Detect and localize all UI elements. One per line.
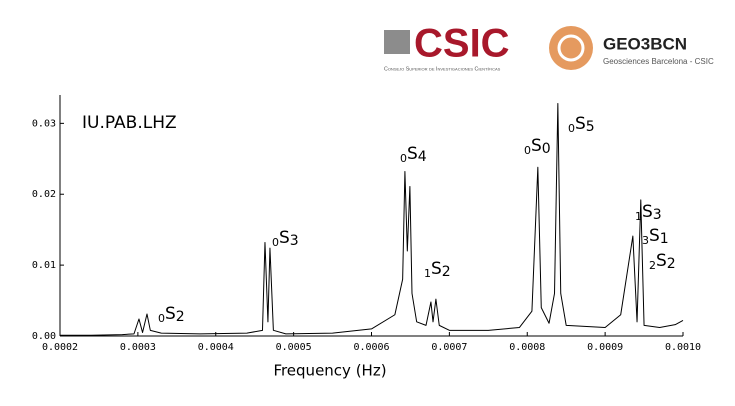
mode-name: S	[642, 202, 653, 222]
mode-label: 0S4	[400, 144, 427, 165]
mode-name: S	[279, 228, 290, 248]
csic-logo: CSIC	[414, 22, 510, 66]
mode-order: 0	[524, 144, 531, 157]
mode-degree: 4	[418, 149, 427, 165]
mode-label: 0S5	[568, 114, 595, 135]
x-tick-label: 0.0006	[353, 342, 389, 353]
mode-label: 1S3	[635, 202, 662, 223]
geo-logo: GEO3BCN	[603, 34, 687, 53]
geo-emblem	[549, 26, 593, 70]
mode-order: 1	[635, 210, 642, 223]
csic-emblem	[384, 30, 410, 54]
mode-order: 2	[649, 259, 656, 272]
mode-label: 0S3	[272, 228, 299, 249]
mode-name: S	[407, 144, 418, 164]
y-tick-label: 0.03	[32, 118, 56, 129]
mode-name: S	[531, 136, 542, 156]
mode-label: 0S0	[524, 136, 551, 157]
mode-name: S	[656, 251, 667, 271]
mode-degree: 3	[653, 207, 662, 223]
mode-order: 0	[158, 312, 165, 325]
y-tick-label: 0.01	[32, 260, 56, 271]
x-tick-label: 0.0003	[120, 342, 156, 353]
mode-order: 0	[400, 152, 407, 165]
csic-full: Consejo Superior de Investigaciones Cien…	[384, 66, 501, 72]
geo-emblem-ring	[557, 34, 585, 62]
mode-degree: 3	[290, 233, 299, 249]
x-axis-label: Frequency (Hz)	[273, 362, 386, 380]
mode-degree: 5	[586, 119, 595, 135]
mode-degree: 1	[660, 231, 669, 247]
y-tick-label: 0.00	[32, 331, 56, 342]
x-tick-label: 0.0008	[509, 342, 545, 353]
geo-full: Geosciences Barcelona - CSIC	[603, 57, 714, 66]
mode-degree: 2	[667, 256, 676, 272]
x-tick-label: 0.0005	[276, 342, 312, 353]
mode-name: S	[575, 114, 586, 134]
mode-degree: 2	[176, 309, 185, 325]
mode-order: 3	[642, 234, 649, 247]
mode-order: 1	[424, 267, 431, 280]
y-tick-label: 0.02	[32, 189, 56, 200]
mode-label: 1S2	[424, 259, 451, 280]
mode-name: S	[649, 226, 660, 246]
mode-label: 3S1	[642, 226, 669, 247]
x-tick-label: 0.0009	[587, 342, 623, 353]
x-tick-label: 0.0010	[665, 342, 701, 353]
mode-degree: 2	[442, 264, 451, 280]
chart-title: IU.PAB.LHZ	[82, 113, 177, 133]
mode-degree: 0	[542, 141, 551, 157]
mode-order: 0	[272, 236, 279, 249]
x-tick-label: 0.0004	[198, 342, 234, 353]
x-tick-label: 0.0002	[42, 342, 78, 353]
spectrum-line	[60, 103, 684, 336]
mode-order: 0	[568, 122, 575, 135]
mode-label: 0S2	[158, 304, 185, 325]
x-tick-label: 0.0007	[431, 342, 467, 353]
mode-label: 2S2	[649, 251, 676, 272]
mode-name: S	[165, 304, 176, 324]
mode-name: S	[431, 259, 442, 279]
